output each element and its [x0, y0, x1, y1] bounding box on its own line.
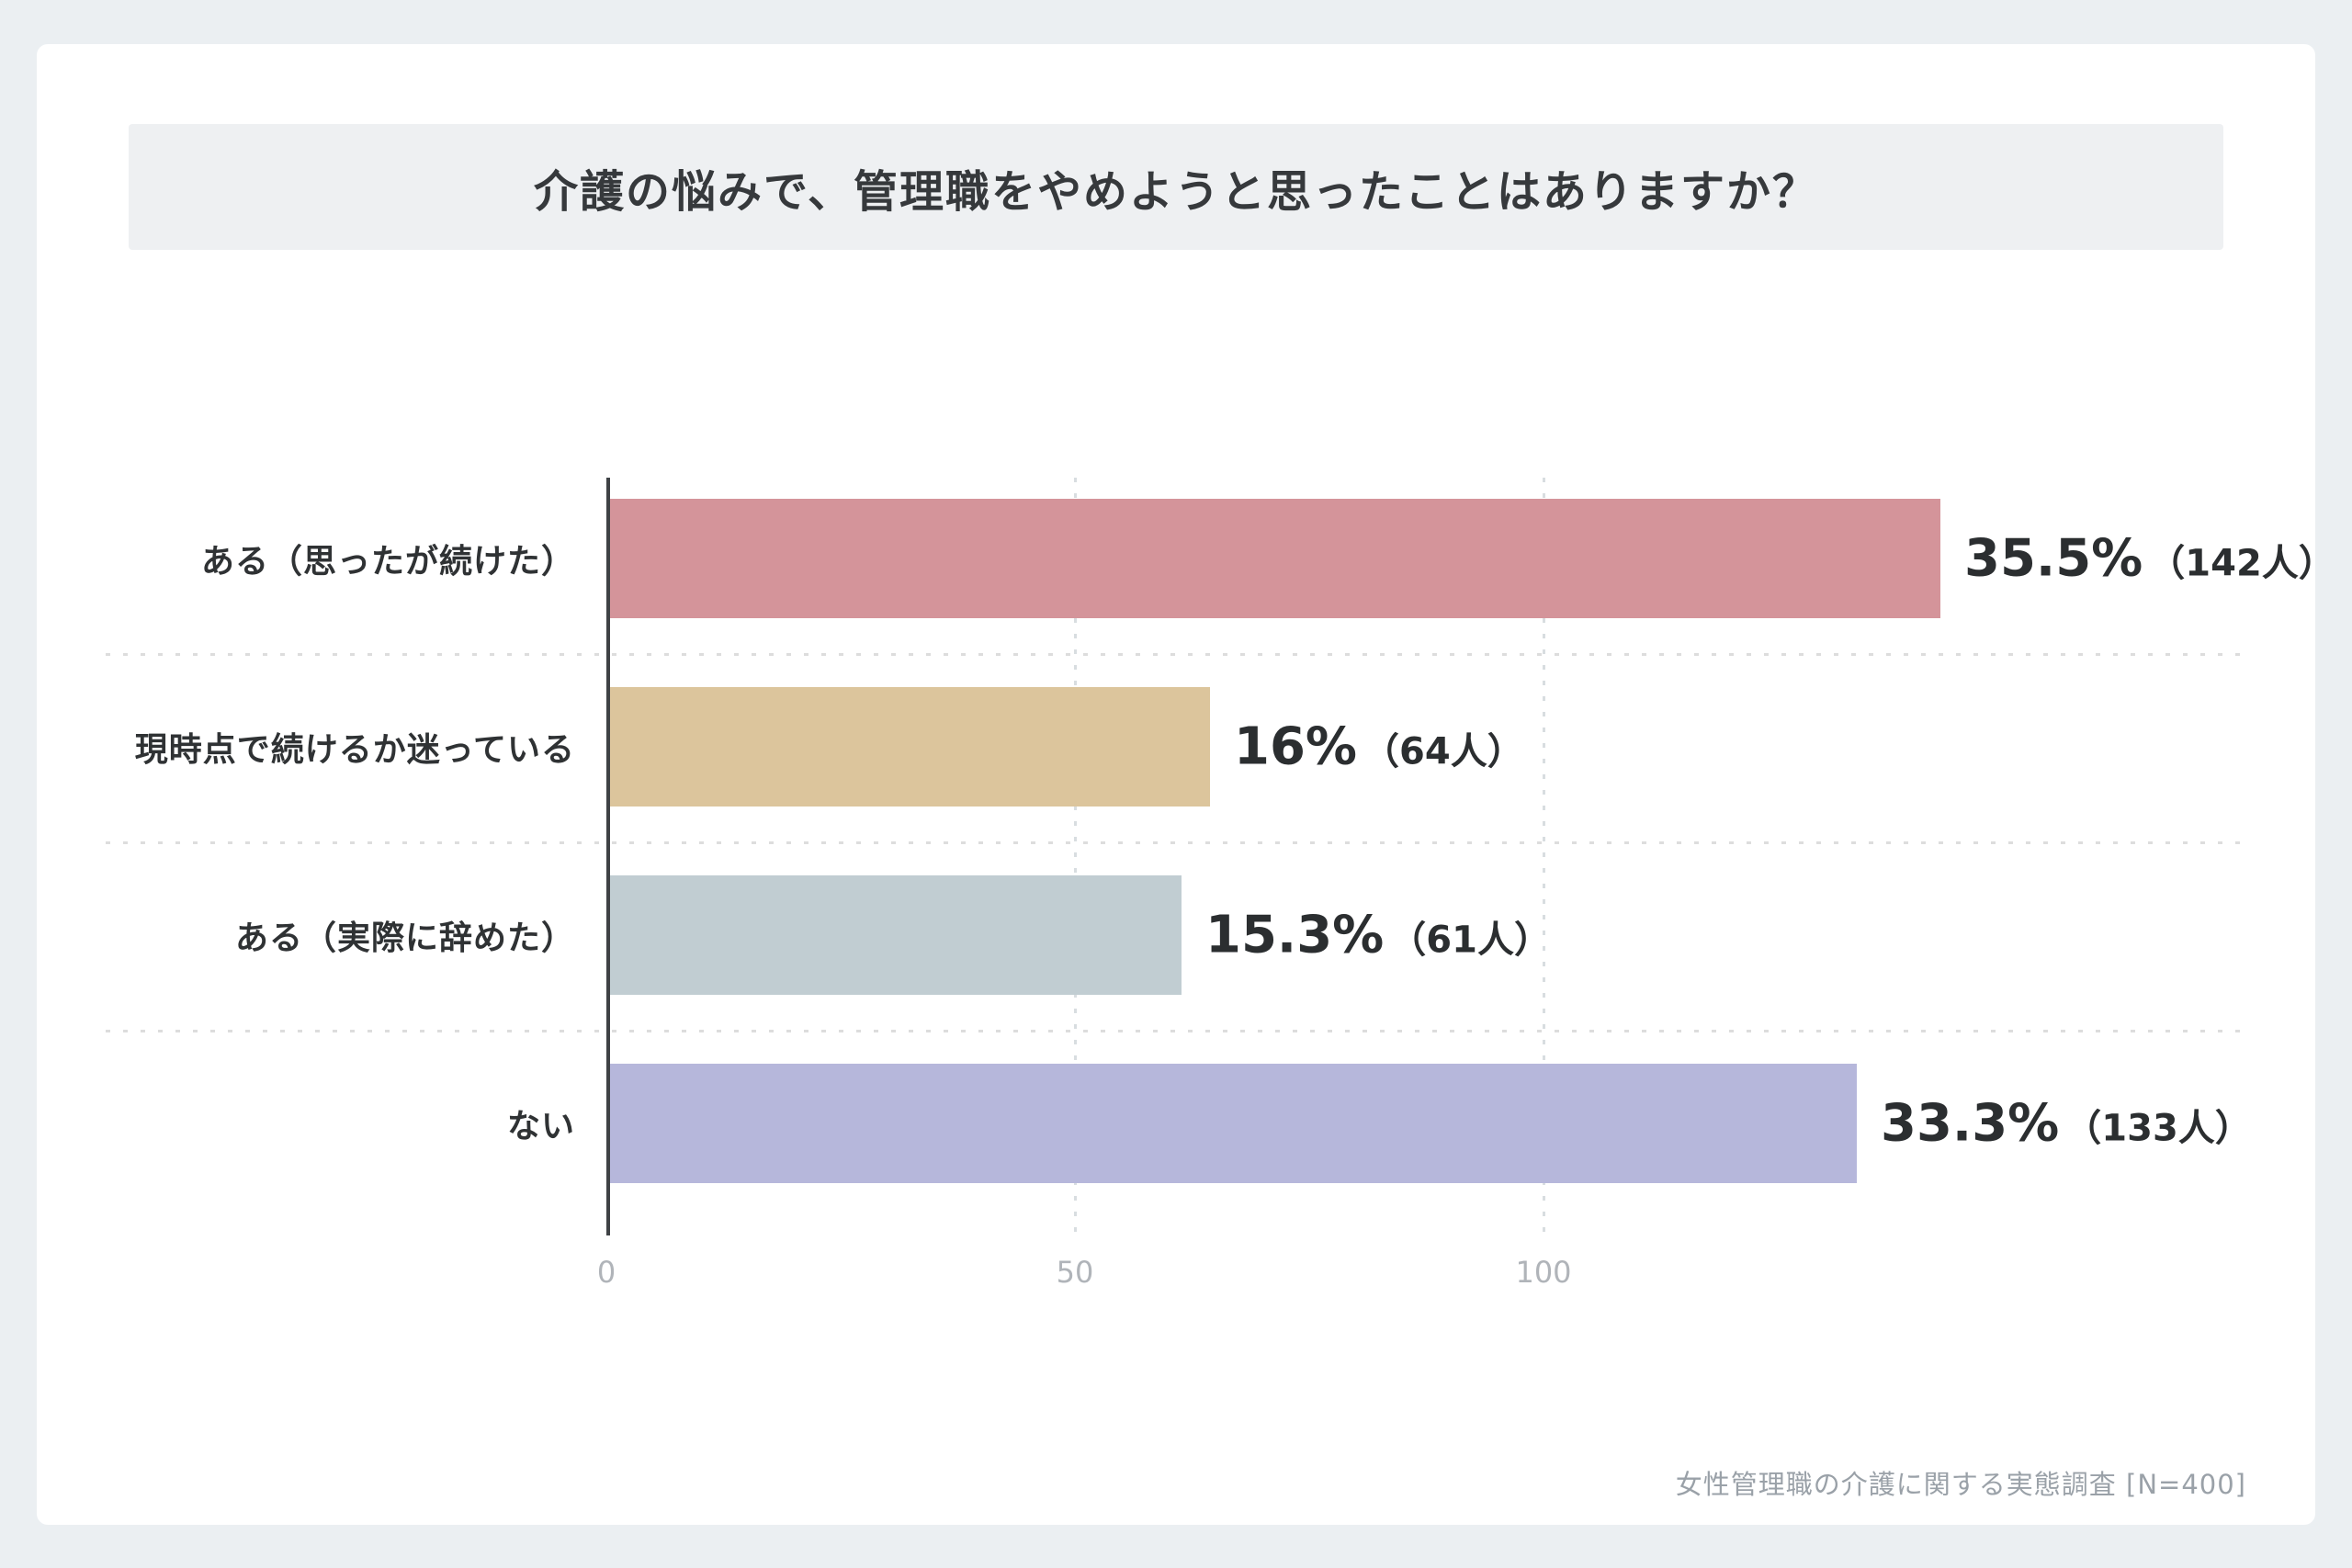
row-separator	[106, 1029, 2246, 1032]
category-label: ない	[506, 1108, 575, 1145]
row-separator	[106, 840, 2246, 844]
plot-area: ある（思ったが続けた） 35.5% （142人） 現時点で続けるか迷っている 16% （6…	[37, 44, 2335, 1525]
category-label: ある（思ったが続けた）	[200, 543, 575, 581]
bar	[610, 499, 1940, 618]
bar	[610, 1064, 1857, 1183]
value-count: （142人）	[2148, 542, 2335, 585]
source-note: 女性管理職の介護に関する実態調査 [N=400]	[1675, 1469, 2246, 1500]
value-count: （133人）	[2064, 1107, 2252, 1150]
gridline	[1543, 478, 1545, 1235]
value-count: （64人）	[1363, 730, 1524, 773]
value-percent: 16%	[1234, 716, 1358, 777]
x-tick-label: 100	[1515, 1255, 1572, 1290]
chart-title-band: 介護の悩みで、管理職をやめようと思ったことはありますか？	[129, 124, 2223, 250]
chart-card: 介護の悩みで、管理職をやめようと思ったことはありますか？ ある（思ったが続けた）…	[37, 44, 2335, 1525]
y-axis-line	[606, 478, 610, 1235]
value-percent: 15.3%	[1205, 905, 1385, 965]
chart-title: 介護の悩みで、管理職をやめようと思ったことはありますか？	[533, 165, 1819, 218]
value-label: 33.3% （133人）	[1881, 1094, 2252, 1154]
bar	[610, 687, 1210, 807]
row-separator	[106, 652, 2246, 656]
gridline	[1074, 478, 1077, 1235]
value-percent: 35.5%	[1964, 528, 2143, 589]
x-tick-label: 50	[1056, 1255, 1094, 1290]
value-label: 16% （64人）	[1234, 717, 1524, 777]
bar	[610, 875, 1182, 995]
value-percent: 33.3%	[1881, 1093, 2060, 1154]
category-label: 現時点で続けるか迷っている	[134, 731, 575, 769]
value-label: 15.3% （61人）	[1205, 906, 1551, 965]
value-count: （61人）	[1389, 919, 1551, 962]
value-label: 35.5% （142人）	[1964, 529, 2335, 589]
x-tick-label: 0	[596, 1255, 616, 1290]
category-label: ある（実際に辞めた）	[234, 919, 575, 957]
